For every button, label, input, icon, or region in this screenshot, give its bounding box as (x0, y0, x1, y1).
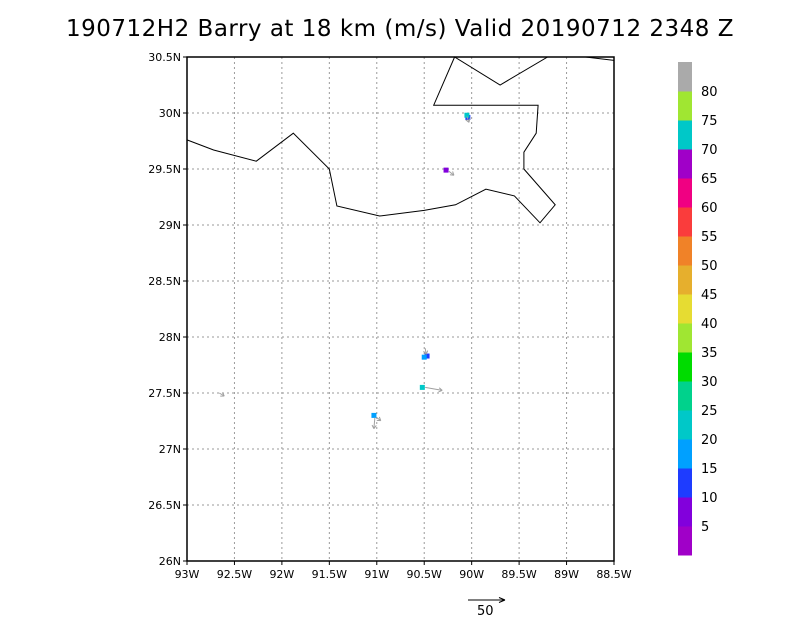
colorbar-label: 10 (701, 491, 718, 506)
grid-lines (187, 57, 614, 561)
colorbar-label: 80 (701, 85, 718, 100)
lat-tick-label: 28N (159, 331, 181, 344)
wind-vector (465, 116, 471, 123)
chart-title: 190712H2 Barry at 18 km (m/s) Valid 2019… (66, 16, 734, 42)
colorbar-label: 65 (701, 172, 718, 187)
wind-vectors (219, 116, 471, 429)
lat-tick-label: 27N (159, 443, 181, 456)
colorbar-swatch (678, 294, 692, 324)
wind-vector (448, 170, 455, 176)
lon-tick-label: 90.5W (407, 568, 442, 581)
lat-tick-label: 30.5N (148, 51, 181, 64)
lat-tick-label: 26N (159, 555, 181, 568)
reference-vector-label: 50 (477, 604, 494, 618)
map-frame (186, 56, 615, 562)
colorbar-swatch (678, 352, 692, 382)
reference-vector: 50 (468, 597, 506, 618)
colorbar-label: 15 (701, 462, 718, 477)
lat-tick-label: 29.5N (148, 163, 181, 176)
wind-vector (423, 348, 429, 355)
wind-patch (443, 167, 449, 173)
wind-patch (419, 384, 425, 390)
colorbar-swatch (678, 91, 692, 121)
colorbar-swatch (678, 381, 692, 411)
lat-tick-label: 27.5N (148, 387, 181, 400)
colorbar-label: 30 (701, 375, 718, 390)
lat-tick-label: 26.5N (148, 499, 181, 512)
colorbar-swatch (678, 207, 692, 237)
reference-vector-head (498, 597, 506, 603)
lon-tick-label: 93W (175, 568, 200, 581)
colorbar-label: 75 (701, 114, 718, 129)
coastline (186, 56, 615, 224)
lat-tick-label: 28.5N (148, 275, 181, 288)
wind-vector (371, 417, 377, 429)
coastline-path (186, 56, 615, 224)
colorbar-swatch (678, 439, 692, 469)
wind-patch (424, 353, 430, 359)
colorbar-label: 50 (701, 259, 718, 274)
colorbar-swatch (678, 62, 692, 92)
colorbar-label: 5 (701, 520, 709, 535)
wind-patch (371, 412, 377, 418)
wind-vector (376, 416, 382, 422)
colorbar-swatch (678, 120, 692, 150)
colorbar-swatch (678, 265, 692, 295)
colorbar-label: 20 (701, 433, 718, 448)
colorbar-label: 25 (701, 404, 718, 419)
latitude-ticks: 26N 26.5N 27N 27.5N 28N 28.5N 29N 29.5N 30N 30.5N (148, 51, 187, 568)
longitude-ticks: 93W 92.5W 92W 91.5W 91W 90.5W 90W 89.5W 89W 88.5W (175, 561, 632, 581)
colorbar-swatch (678, 178, 692, 208)
colorbar-swatch (678, 497, 692, 527)
colorbar-swatch (678, 149, 692, 179)
colorbar-swatch (678, 236, 692, 266)
wind-patches (371, 112, 471, 418)
wind-vector (219, 392, 225, 397)
lon-tick-label: 92W (269, 568, 294, 581)
wind-patch (464, 112, 470, 118)
colorbar-swatch (678, 410, 692, 440)
lon-tick-label: 92.5W (217, 568, 252, 581)
colorbar-label: 35 (701, 346, 718, 361)
lon-tick-label: 89.5W (501, 568, 536, 581)
lat-tick-label: 30N (159, 107, 181, 120)
lon-tick-label: 88.5W (596, 568, 631, 581)
lon-tick-label: 89W (554, 568, 579, 581)
wind-vector (425, 386, 443, 393)
colorbar-label: 70 (701, 143, 718, 158)
lon-tick-label: 91.5W (312, 568, 347, 581)
colorbar-label: 55 (701, 230, 718, 245)
colorbar: 5 10 15 20 25 30 35 40 45 50 55 60 65 70 75 80 (678, 62, 718, 556)
colorbar-swatch (678, 526, 692, 556)
lon-tick-label: 90W (459, 568, 484, 581)
colorbar-label: 40 (701, 317, 718, 332)
colorbar-label: 45 (701, 288, 718, 303)
colorbar-swatch (678, 323, 692, 353)
lat-tick-label: 29N (159, 219, 181, 232)
colorbar-label: 60 (701, 201, 718, 216)
lon-tick-label: 91W (364, 568, 389, 581)
colorbar-swatch (678, 468, 692, 498)
wind-patch (421, 354, 427, 360)
